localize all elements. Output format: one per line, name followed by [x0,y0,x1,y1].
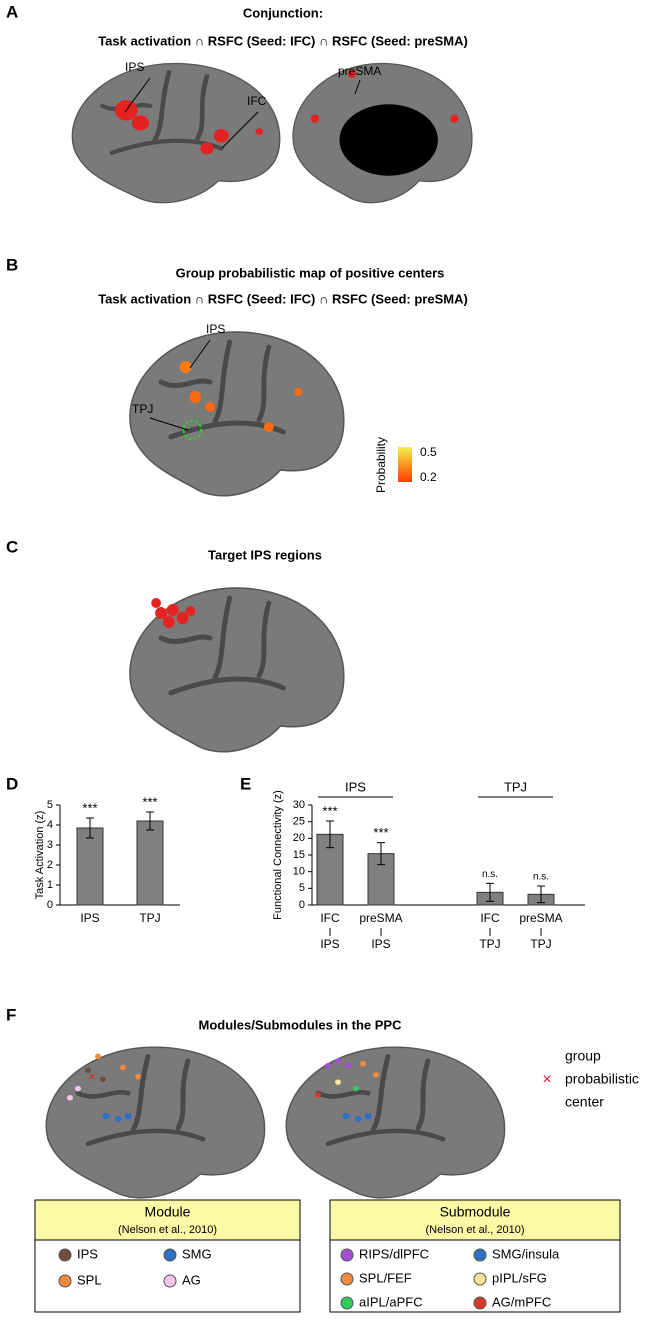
colorbar-tick: 0.5 [420,445,437,459]
legend-marker [58,1274,72,1288]
legend-marker [340,1272,354,1286]
legend-marker [473,1272,487,1286]
brain-lateral [72,63,279,202]
y-axis-label: Functional Connectivity (z) [272,790,284,920]
x-tick-target: IPS [371,937,390,951]
x-tick-label: IFC [480,911,500,925]
brain [130,332,344,496]
y-tick-label: 2 [47,859,53,871]
legend-source: (Nelson et al., 2010) [425,1224,524,1236]
x-tick-label: IPS [80,911,99,925]
panel-label: A [6,2,18,21]
y-tick-label: 25 [293,816,305,828]
y-tick-label: 4 [47,819,53,831]
svg-text:×: × [88,1070,96,1083]
y-tick-label: 0 [299,899,305,911]
y-tick-label: 30 [293,799,305,811]
legend-marker [473,1248,487,1262]
panel-label: C [6,537,18,556]
legend-label: AG/mPFC [492,1294,551,1309]
marker-legend: group [565,1048,601,1064]
marker-symbol: × [542,1071,551,1088]
title: Group probabilistic map of positive cent… [176,265,445,280]
x-tick-label: preSMA [359,911,402,925]
significance: *** [322,803,337,818]
legend-source: (Nelson et al., 2010) [118,1224,217,1236]
pointer [149,417,189,431]
annotation: IPS [206,322,225,336]
pointer [189,339,211,369]
legend-header [34,1199,301,1241]
x-tick-label: preSMA [519,911,562,925]
y-tick-label: 0 [47,899,53,911]
brain-medial [292,62,473,204]
marker-legend: probabilistic [565,1071,639,1087]
y-tick-label: 5 [299,882,305,894]
legend-marker [163,1248,177,1262]
pointer [354,79,361,95]
legend-label: SMG [182,1246,212,1261]
annotation: preSMA [338,64,381,78]
title: Target IPS regions [208,547,322,562]
legend-marker [340,1296,354,1310]
y-tick-label: 10 [293,866,305,878]
pointer [221,111,259,149]
legend-label: SPL [77,1272,102,1287]
y-tick-label: 20 [293,832,305,844]
title: Conjunction: [243,5,323,20]
legend-label: IPS [77,1246,98,1261]
legend-label: RIPS/dlPFC [359,1246,429,1261]
legend-header [329,1199,621,1241]
x-tick-label: IFC [320,911,340,925]
group-label: IPS [345,779,366,794]
legend-marker [473,1296,487,1310]
significance: *** [82,800,97,815]
legend-label: SMG/insula [492,1246,560,1261]
colorbar-label: Probability [374,437,388,493]
x-tick-target: TPJ [479,937,500,951]
significance: *** [373,825,388,840]
significance: n.s. [482,869,498,880]
annotation: IPS [125,60,144,74]
annotation: TPJ [132,402,153,416]
panel-label: B [6,255,18,274]
legend-marker [58,1248,72,1262]
y-axis-label: Task Activation (z) [34,811,46,900]
y-tick-label: 3 [47,839,53,851]
bar [136,820,164,906]
legend-marker [163,1274,177,1288]
marker-legend: center [565,1094,604,1110]
legend-label: pIPL/sFG [492,1270,547,1285]
panel-label: D [6,774,18,793]
legend-label: SPL/FEF [359,1270,412,1285]
y-tick-label: 1 [47,879,53,891]
annotation: IFC [247,94,267,108]
legend-marker [340,1248,354,1262]
legend-label: aIPL/aPFC [359,1294,423,1309]
subtitle: Task activation ∩ RSFC (Seed: IFC) ∩ RSF… [98,291,468,306]
colorbar [398,447,412,482]
x-tick-target: IPS [320,937,339,951]
brain-submodules [286,1047,504,1198]
brain [130,588,344,752]
legend-title: Submodule [440,1204,511,1220]
legend-label: AG [182,1272,201,1287]
significance: n.s. [533,872,549,883]
x-tick-target: TPJ [530,937,551,951]
x-tick-label: TPJ [139,911,160,925]
panel-label: F [6,1005,16,1024]
colorbar-tick: 0.2 [420,470,437,484]
significance: *** [142,794,157,809]
brain-modules: × [46,1047,264,1198]
title: Modules/Submodules in the PPC [199,1017,403,1032]
legend-title: Module [145,1204,191,1220]
y-tick-label: 5 [47,799,53,811]
panel-label: E [240,774,251,793]
group-label: TPJ [504,779,527,794]
pointer [124,77,151,113]
bar [76,827,104,906]
y-tick-label: 15 [293,849,305,861]
subtitle: Task activation ∩ RSFC (Seed: IFC) ∩ RSF… [98,33,468,48]
